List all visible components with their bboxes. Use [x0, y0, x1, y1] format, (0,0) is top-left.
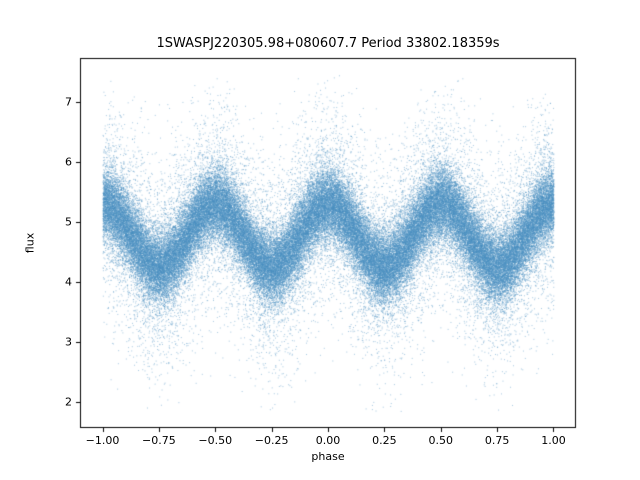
- x-tick-label: 1.00: [541, 434, 566, 447]
- x-tick-label: 0.25: [372, 434, 397, 447]
- y-tick-label: 4: [65, 275, 72, 289]
- x-tick-label: 0.75: [484, 434, 510, 447]
- x-tick-label: 0.50: [428, 434, 453, 447]
- y-tick-label: 7: [65, 95, 72, 109]
- x-tick-label: 0.00: [315, 434, 341, 447]
- y-axis-label: flux: [23, 232, 37, 254]
- x-tick-label: −0.50: [198, 434, 233, 447]
- y-tick-label: 2: [65, 395, 72, 409]
- x-tick-label: −0.75: [142, 434, 176, 447]
- x-axis-label: phase: [311, 450, 345, 463]
- y-tick-label: 3: [65, 335, 72, 349]
- y-tick-label: 6: [65, 155, 72, 169]
- x-tick-label: −1.00: [85, 434, 120, 447]
- x-tick-label: −0.25: [254, 434, 289, 447]
- chart-title: 1SWASPJ220305.98+080607.7 Period 33802.1…: [156, 36, 500, 51]
- y-tick-label: 5: [65, 215, 72, 229]
